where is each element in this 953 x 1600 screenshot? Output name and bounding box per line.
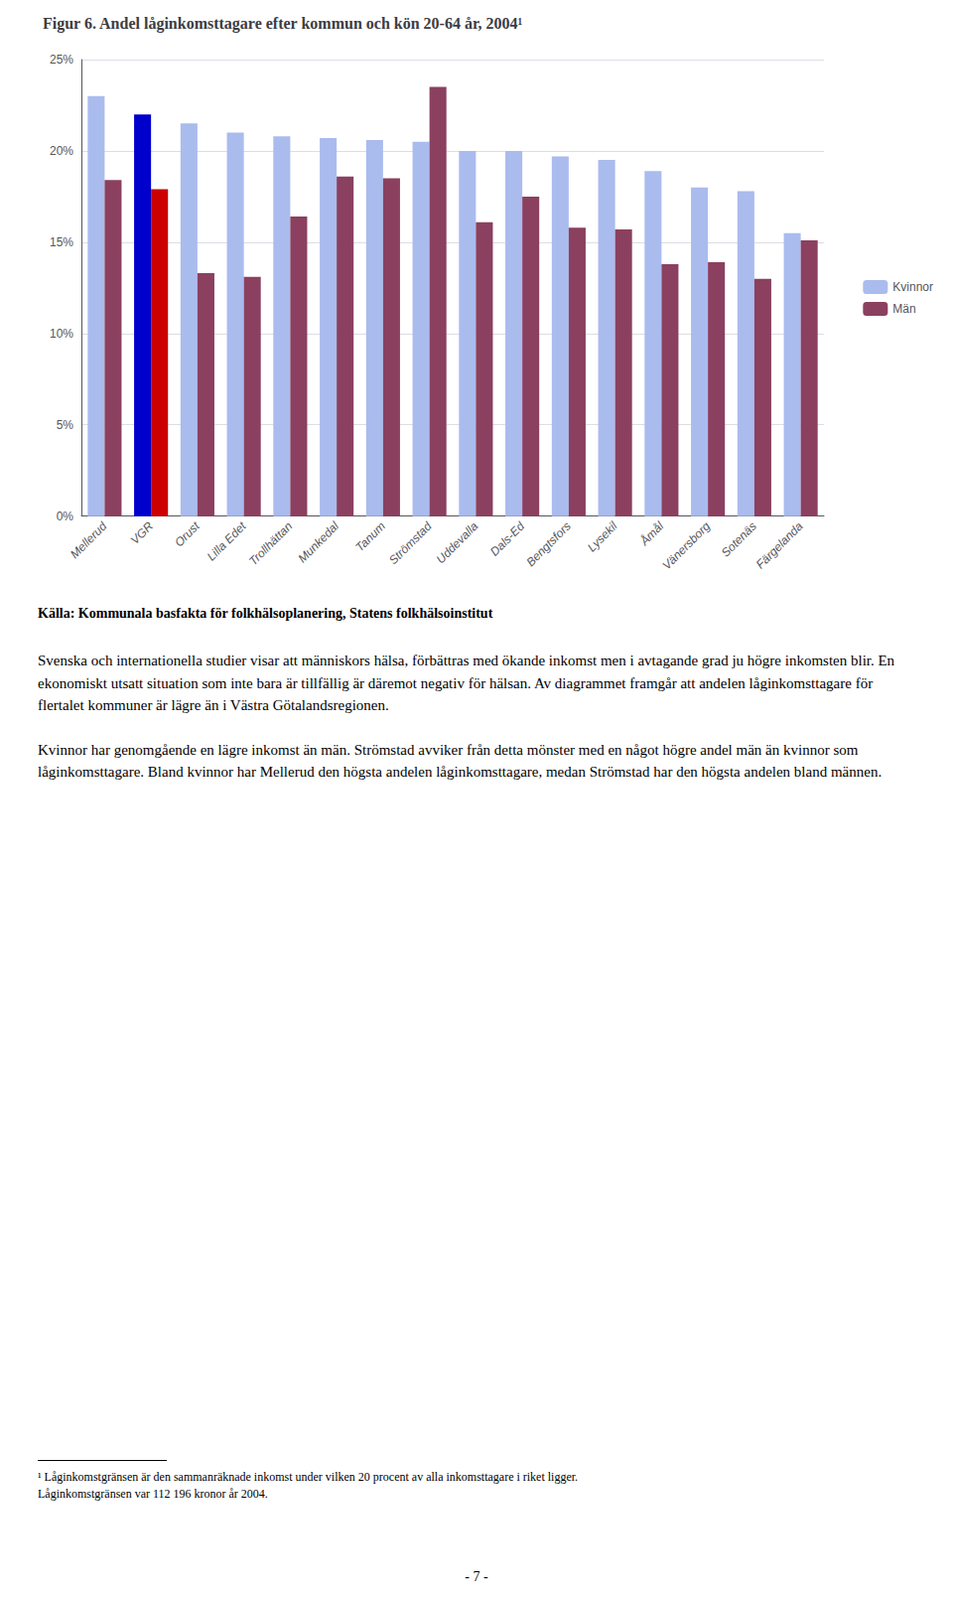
svg-text:Bengtsfors: Bengtsfors <box>523 519 573 569</box>
svg-text:Uddevalla: Uddevalla <box>433 518 482 566</box>
html-text:Källa: Kommunala basfakta för: Källa: Kommunala basfakta för folkhälsop… <box>37 605 493 621</box>
svg-text:Män: Män <box>892 301 916 316</box>
svg-text:Orust: Orust <box>171 518 203 549</box>
svg-text:Munkedal: Munkedal <box>294 518 342 565</box>
svg-text:Tanum: Tanum <box>352 519 389 555</box>
svg-text:Dals-Ed: Dals-Ed <box>487 518 528 558</box>
html-text:¹ Låginkomstgränsen är den sam: ¹ Låginkomstgränsen är den sammanräknade… <box>37 1469 578 1501</box>
svg-text:25%: 25% <box>49 52 74 67</box>
svg-text:15%: 15% <box>49 235 74 250</box>
html-text:Kvinnor har genomgående en läg: Kvinnor har genomgående en lägre inkomst… <box>37 741 882 780</box>
svg-text:Mellerud: Mellerud <box>67 518 111 561</box>
svg-text:0%: 0% <box>56 509 75 524</box>
svg-text:10%: 10% <box>49 326 74 341</box>
svg-text:Figur 6. Andel låginkomsttagar: Figur 6. Andel låginkomsttagare efter ko… <box>42 14 524 33</box>
html-text:Svenska och internationella st: Svenska och internationella studier visa… <box>37 652 895 713</box>
svg-text:Strömstad: Strömstad <box>386 518 435 567</box>
svg-text:VGR: VGR <box>128 518 157 547</box>
svg-text:Lilla Edet: Lilla Edet <box>204 518 250 563</box>
svg-text:5%: 5% <box>56 417 75 432</box>
svg-text:Sotenäs: Sotenäs <box>718 519 760 560</box>
svg-text:20%: 20% <box>49 143 74 158</box>
svg-text:Trollhättan: Trollhättan <box>246 518 296 568</box>
svg-text:Vänersborg: Vänersborg <box>659 518 713 572</box>
svg-text:Åmål: Åmål <box>636 518 668 549</box>
svg-text:Kvinnor: Kvinnor <box>892 279 934 294</box>
html-text:- 7 -: - 7 - <box>464 1568 489 1584</box>
svg-text:Lysekil: Lysekil <box>584 518 621 554</box>
svg-text:Färgelanda: Färgelanda <box>753 518 807 571</box>
